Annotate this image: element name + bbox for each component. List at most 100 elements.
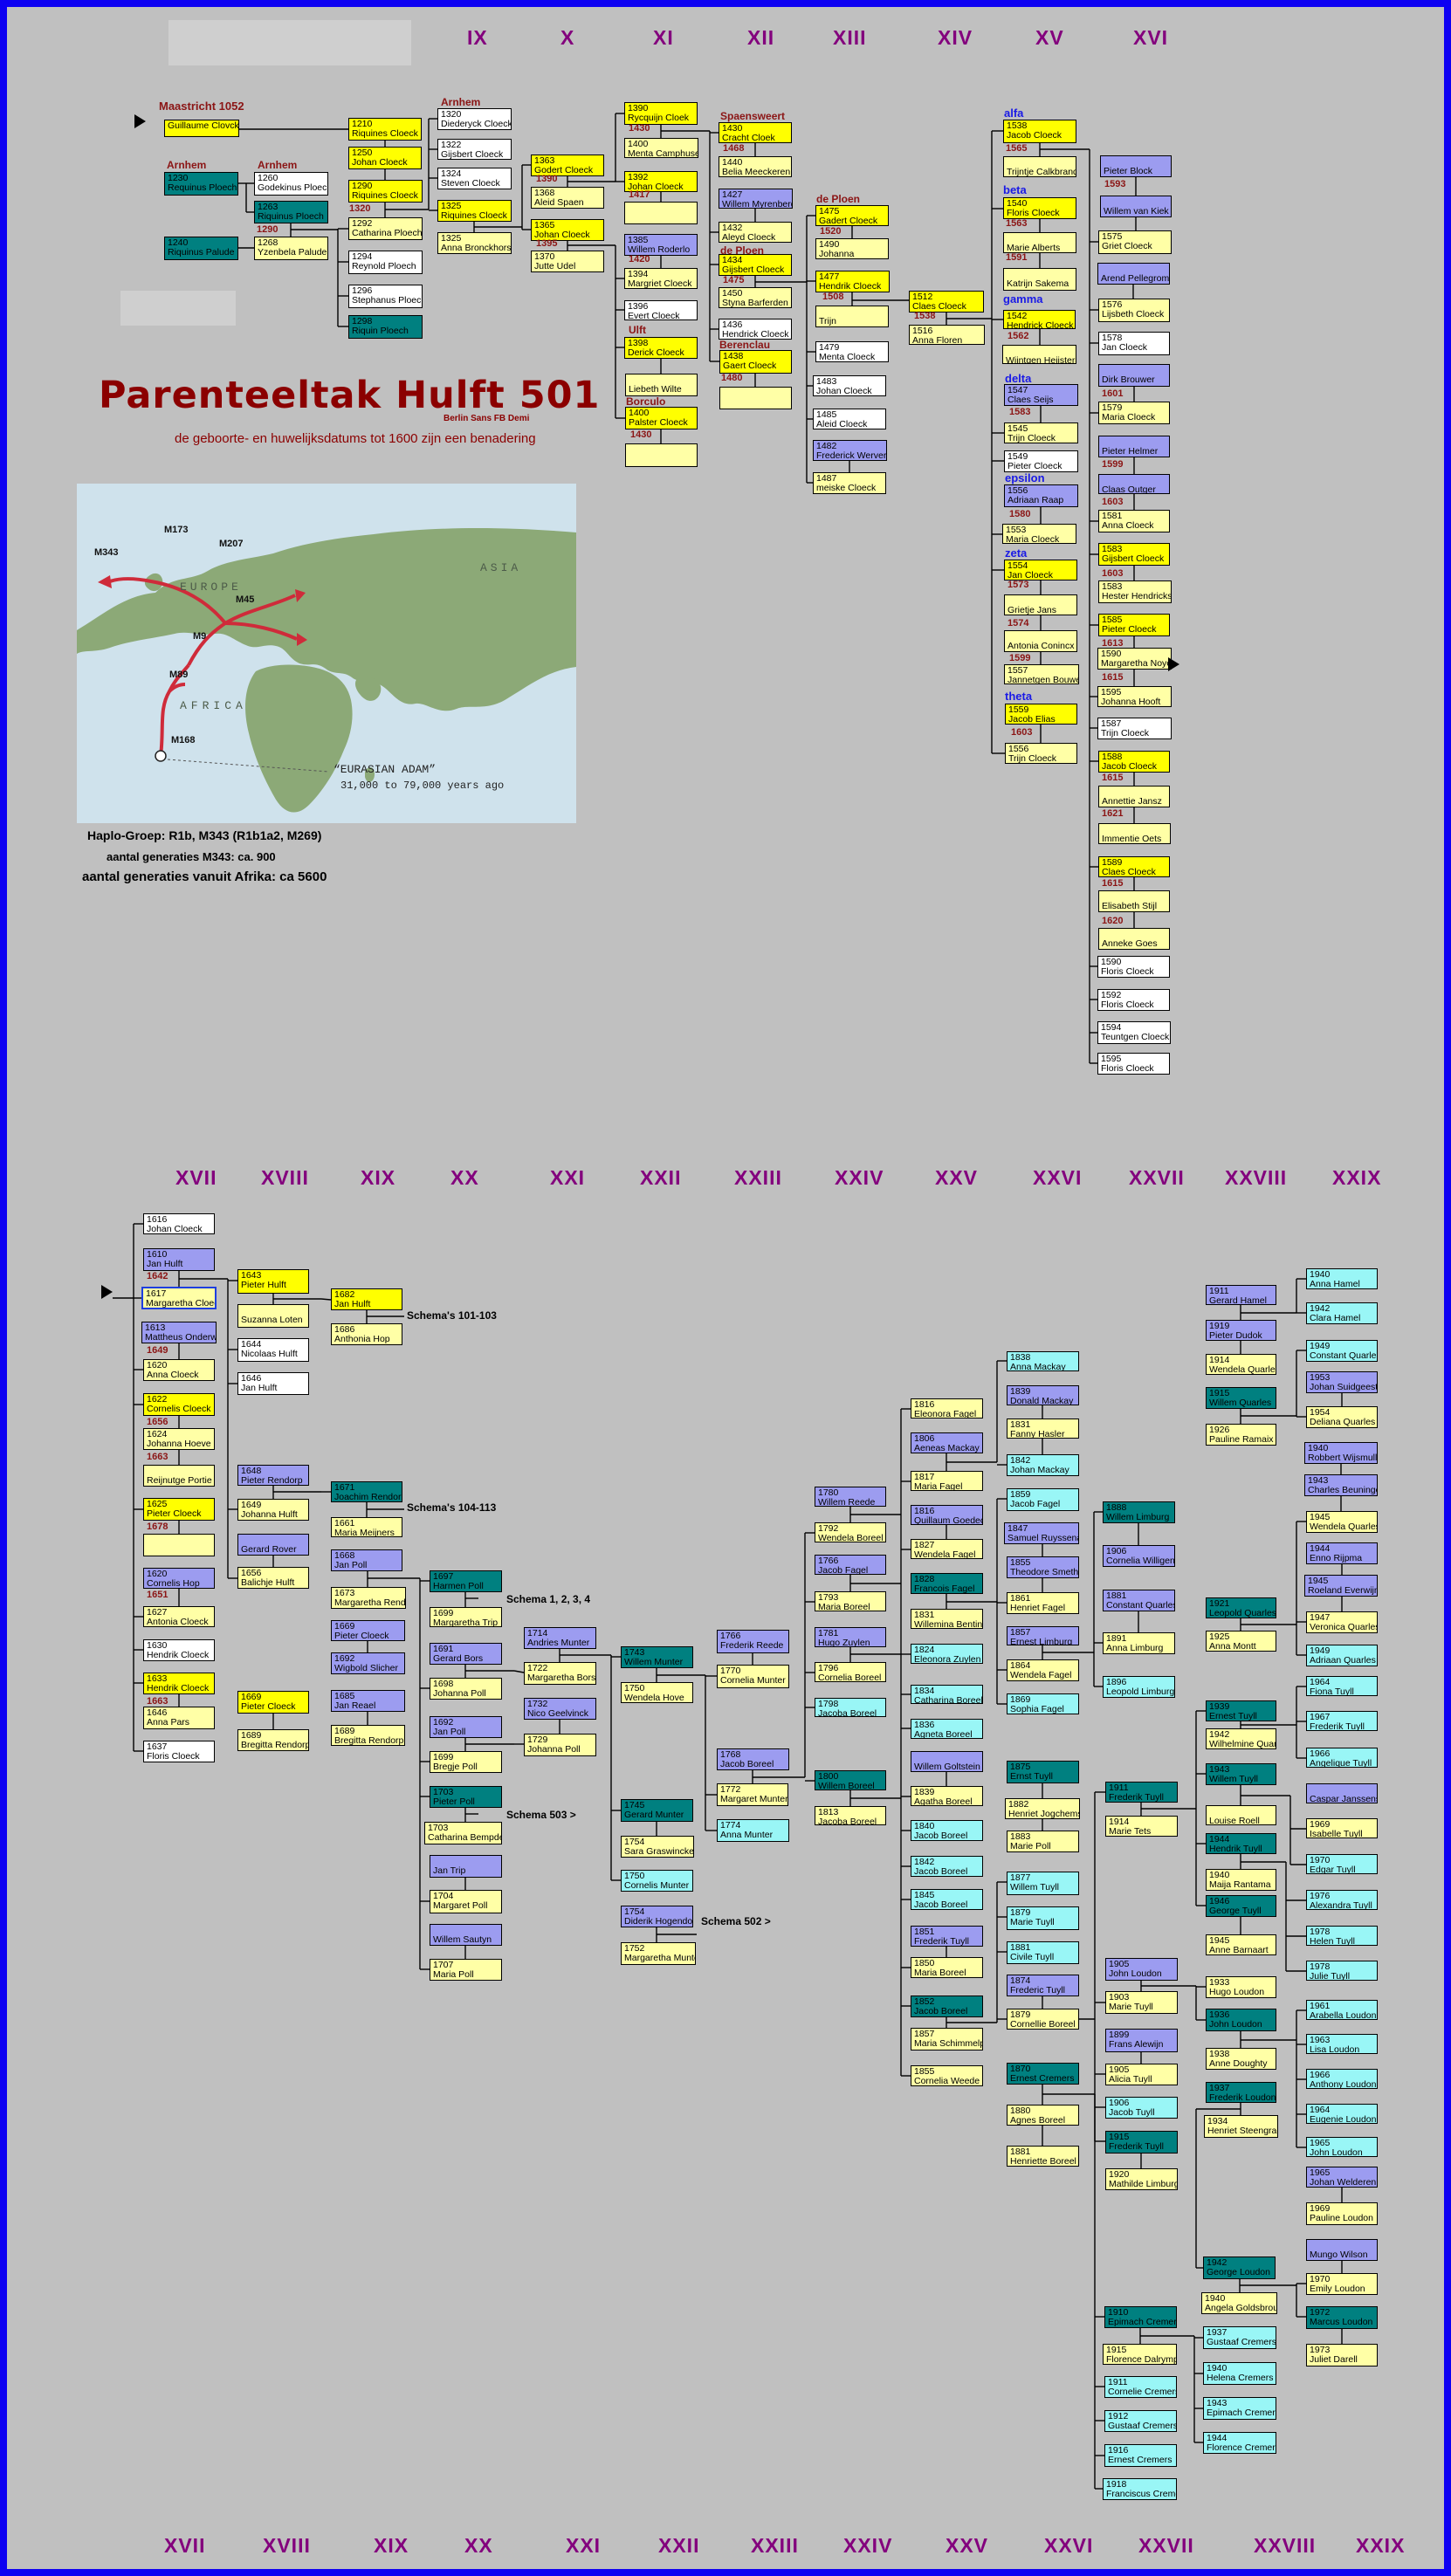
person-box-u18[interactable]: 1325 Anna Bronckhorst — [437, 232, 512, 254]
person-box-u9[interactable]: 1290 Riquines Cloeck — [348, 180, 423, 203]
person-box-l106[interactable]: 1882 Henriet Jogchems — [1005, 1798, 1080, 1819]
person-box-u81[interactable]: Claas Outger — [1098, 474, 1170, 494]
person-box-l143[interactable]: 1939 Ernest Tuyll — [1206, 1700, 1276, 1721]
person-box-l58[interactable]: 1754 Diderik Hogendorp — [621, 1906, 693, 1927]
person-box-l89[interactable]: 1851 Frederik Tuyll — [911, 1926, 983, 1947]
person-box-u16[interactable]: 1324 Steven Cloeck — [437, 168, 512, 189]
person-box-u34[interactable]: 1438 Gaert Cloeck — [719, 350, 792, 374]
person-box-l47[interactable]: Willem Sautyn — [430, 1924, 502, 1946]
person-box-l148[interactable]: 1940 Maija Rantama — [1206, 1869, 1276, 1891]
person-box-u67[interactable]: Grietje Jans — [1004, 594, 1077, 615]
person-box-l116[interactable]: 1888 Willem Limburg — [1103, 1501, 1175, 1523]
person-box-l67[interactable]: 1766 Jacob Fagel — [815, 1555, 886, 1575]
person-box-l103[interactable]: 1864 Wendela Fagel — [1007, 1659, 1079, 1681]
person-box-l9[interactable]: 1625 Pieter Cloeck — [143, 1498, 215, 1521]
person-box-l150[interactable]: 1945 Anne Barnaart — [1206, 1934, 1276, 1955]
person-box-l117[interactable]: 1906 Cornelia Willigen — [1103, 1545, 1175, 1567]
person-box-l169[interactable]: 1945 Wendela Quarles — [1306, 1511, 1378, 1533]
person-box-l20[interactable]: 1646 Jan Hulft — [237, 1372, 309, 1395]
person-box-l51[interactable]: 1732 Nico Geelvinck — [524, 1698, 596, 1720]
person-box-l50[interactable]: 1722 Margaretha Bors — [524, 1662, 596, 1685]
person-box-l40[interactable]: 1698 Johanna Poll — [430, 1678, 502, 1700]
person-box-l162[interactable]: 1940 Anna Hamel — [1306, 1268, 1378, 1289]
person-box-l113[interactable]: 1870 Ernest Cremers — [1007, 2063, 1079, 2085]
person-box-l14[interactable]: 1633 Hendrik Cloeck — [143, 1673, 215, 1694]
person-box-l181[interactable]: 1978 Helen Tuyll — [1306, 1926, 1378, 1946]
person-box-l79[interactable]: 1828 Francois Fagel — [911, 1573, 983, 1594]
person-box-l107[interactable]: 1883 Marie Poll — [1007, 1831, 1079, 1852]
person-box-u62[interactable]: 1545 Trijn Cloeck — [1004, 422, 1078, 443]
person-box-l85[interactable]: 1839 Agatha Boreel — [911, 1786, 983, 1806]
person-box-l120[interactable]: 1896 Leopold Limburg — [1103, 1676, 1175, 1698]
person-box-l134[interactable]: 1916 Ernest Cremers — [1104, 2444, 1177, 2467]
person-box-l6[interactable]: 1622 Cornelis Cloeck — [143, 1393, 215, 1416]
person-box-u23[interactable]: 1390 Rycquijn Cloek — [624, 102, 698, 125]
person-box-u1[interactable]: Guillaume Clovck — [164, 120, 239, 137]
person-box-l61[interactable]: 1770 Cornelia Munter — [717, 1665, 789, 1688]
person-box-l185[interactable]: 1966 Anthony Loudon — [1306, 2069, 1378, 2089]
person-box-u82[interactable]: 1581 Anna Cloeck — [1098, 510, 1170, 532]
person-box-u38[interactable]: 1427 Willem Myrenberg — [719, 189, 793, 209]
person-box-l82[interactable]: 1834 Catharina Boreel — [911, 1685, 983, 1704]
person-box-u29[interactable]: 1396 Evert Cloeck — [624, 300, 698, 320]
person-box-l17[interactable]: 1643 Pieter Hulft — [237, 1269, 309, 1294]
person-box-l159[interactable]: 1940 Helena Cremers — [1203, 2362, 1276, 2385]
person-box-l56[interactable]: 1754 Sara Graswinckel — [621, 1836, 694, 1858]
person-box-l109[interactable]: 1879 Marie Tuyll — [1007, 1906, 1079, 1930]
person-box-u17[interactable]: 1325 Riquines Cloeck — [437, 200, 512, 222]
person-box-l123[interactable]: 1905 John Loudon — [1105, 1958, 1178, 1981]
person-box-l66[interactable]: 1792 Wendela Boreel — [815, 1522, 886, 1542]
person-box-l55[interactable]: 1745 Gerard Munter — [621, 1799, 693, 1822]
person-box-l102[interactable]: 1857 Ernest Limburg — [1007, 1626, 1079, 1645]
person-box-u96[interactable]: 1592 Floris Cloeck — [1097, 989, 1170, 1011]
person-box-l176[interactable]: 1966 Angelique Tuyll — [1306, 1748, 1378, 1768]
person-box-l108[interactable]: 1877 Willem Tuyll — [1007, 1872, 1079, 1895]
person-box-u84[interactable]: 1583 Hester Hendricks — [1098, 580, 1172, 603]
person-box-u89[interactable]: 1588 Jacob Cloeck — [1098, 751, 1170, 773]
person-box-l7[interactable]: 1624 Johanna Hoeve — [143, 1428, 215, 1450]
person-box-u24[interactable]: 1400 Menta Camphusen — [624, 138, 698, 158]
person-box-u39[interactable]: 1432 Aleyd Cloeck — [719, 222, 792, 243]
person-box-l189[interactable]: 1969 Pauline Loudon — [1306, 2202, 1378, 2225]
person-box-l96[interactable]: 1831 Fanny Hasler — [1007, 1419, 1079, 1439]
person-box-u54[interactable]: 1538 Jacob Cloeck — [1003, 120, 1076, 143]
person-box-l19[interactable]: 1644 Nicolaas Hulft — [237, 1338, 309, 1362]
person-box-l94[interactable]: 1838 Anna Mackay — [1007, 1351, 1079, 1371]
person-box-u26[interactable] — [624, 202, 698, 224]
person-box-l122[interactable]: 1914 Marie Tets — [1105, 1816, 1178, 1837]
person-box-l154[interactable]: 1937 Frederik Loudon — [1206, 2082, 1276, 2103]
person-box-l30[interactable]: 1661 Maria Meijners — [331, 1517, 402, 1537]
person-box-l110[interactable]: 1881 Civile Tuyll — [1007, 1941, 1079, 1964]
person-box-u59[interactable]: 1542 Hendrick Cloeck — [1003, 310, 1076, 329]
person-box-u10[interactable]: 1292 Catharina Ploech — [348, 217, 423, 240]
person-box-u76[interactable]: 1576 Lijsbeth Cloeck — [1098, 299, 1170, 322]
person-box-l191[interactable]: 1970 Emily Loudon — [1306, 2273, 1378, 2295]
person-box-l49[interactable]: 1714 Andries Munter — [524, 1627, 596, 1649]
person-box-l13[interactable]: 1630 Hendrik Cloeck — [143, 1639, 215, 1661]
person-box-u68[interactable]: Antonia Conincx — [1004, 630, 1077, 652]
person-box-l100[interactable]: 1855 Theodore Smeth — [1007, 1556, 1079, 1578]
person-box-u46[interactable]: Trijn — [815, 306, 889, 327]
person-box-u53[interactable]: 1516 Anna Floren — [909, 325, 985, 345]
person-box-l170[interactable]: 1944 Enno Rijpma — [1306, 1542, 1378, 1564]
person-box-u25[interactable]: 1392 Johan Cloeck — [624, 171, 698, 192]
person-box-l177[interactable]: Caspar Janssens — [1306, 1783, 1378, 1803]
person-box-l121[interactable]: 1911 Frederik Tuyll — [1105, 1782, 1178, 1803]
person-box-l179[interactable]: 1970 Edgar Tuyll — [1306, 1854, 1378, 1874]
person-box-l54[interactable]: 1750 Wendela Hove — [621, 1682, 693, 1703]
person-box-l97[interactable]: 1842 Johan Mackay — [1007, 1454, 1079, 1476]
person-box-u64[interactable]: 1556 Adriaan Raap — [1004, 484, 1078, 507]
person-box-l48[interactable]: 1707 Maria Poll — [430, 1959, 502, 1981]
person-box-l3[interactable]: 1617 Margaretha Cloeck — [141, 1287, 217, 1309]
person-box-u80[interactable]: Pieter Helmer — [1098, 436, 1170, 457]
person-box-l35[interactable]: 1685 Jan Reael — [331, 1690, 405, 1712]
person-box-l8[interactable]: Reijnutge Portie — [143, 1465, 215, 1487]
person-box-u30[interactable]: 1398 Derick Cloeck — [624, 337, 698, 359]
